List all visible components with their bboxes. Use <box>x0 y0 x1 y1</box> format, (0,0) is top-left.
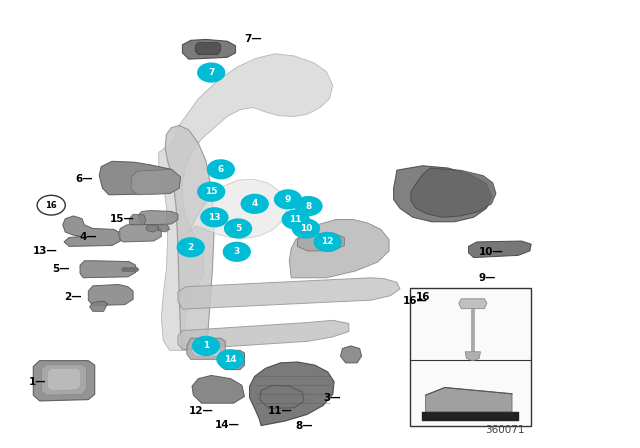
Text: 6: 6 <box>218 165 224 174</box>
Polygon shape <box>465 352 481 361</box>
Polygon shape <box>289 220 389 278</box>
Polygon shape <box>178 320 349 349</box>
Polygon shape <box>298 233 344 251</box>
Text: 16: 16 <box>45 201 57 210</box>
Text: 3: 3 <box>234 247 240 256</box>
Polygon shape <box>468 241 531 258</box>
Text: 2: 2 <box>188 243 194 252</box>
Circle shape <box>292 219 319 238</box>
Circle shape <box>275 190 301 209</box>
Polygon shape <box>250 362 334 426</box>
Polygon shape <box>459 299 487 309</box>
Polygon shape <box>187 338 225 359</box>
Polygon shape <box>192 375 244 403</box>
Text: 14: 14 <box>224 355 237 364</box>
Polygon shape <box>63 216 120 246</box>
Text: 16—: 16— <box>403 296 428 306</box>
Text: 3—: 3— <box>323 393 340 403</box>
Text: 10: 10 <box>300 224 312 233</box>
Text: 5: 5 <box>235 224 241 233</box>
Text: 10—: 10— <box>479 247 504 257</box>
Polygon shape <box>221 350 244 370</box>
Circle shape <box>282 210 309 229</box>
Polygon shape <box>88 284 133 306</box>
Text: 1: 1 <box>203 341 209 350</box>
Circle shape <box>295 197 322 215</box>
FancyBboxPatch shape <box>410 288 531 426</box>
Polygon shape <box>146 225 159 232</box>
Text: 11—: 11— <box>268 406 292 416</box>
Polygon shape <box>178 278 400 309</box>
Polygon shape <box>157 225 170 232</box>
Text: 7—: 7— <box>244 34 262 44</box>
Polygon shape <box>426 388 512 412</box>
Polygon shape <box>195 43 221 55</box>
Text: 8—: 8— <box>296 422 313 431</box>
Circle shape <box>193 336 220 355</box>
Text: 14—: 14— <box>214 420 239 430</box>
Polygon shape <box>159 54 333 350</box>
Circle shape <box>314 233 341 251</box>
Polygon shape <box>394 166 492 222</box>
Text: 1—: 1— <box>29 377 46 387</box>
Polygon shape <box>411 168 496 217</box>
Polygon shape <box>131 169 180 195</box>
Text: 2—: 2— <box>64 292 81 302</box>
Text: 11: 11 <box>289 215 302 224</box>
Text: 8: 8 <box>305 202 312 211</box>
Polygon shape <box>47 368 81 391</box>
Polygon shape <box>129 214 146 225</box>
Polygon shape <box>138 211 178 225</box>
Circle shape <box>207 160 234 179</box>
Polygon shape <box>340 346 362 363</box>
Circle shape <box>37 195 65 215</box>
Text: 6—: 6— <box>76 174 93 184</box>
Circle shape <box>201 208 228 227</box>
Polygon shape <box>90 301 108 311</box>
Polygon shape <box>118 224 161 242</box>
Polygon shape <box>165 125 214 349</box>
Text: 15—: 15— <box>110 214 135 224</box>
Circle shape <box>223 242 250 261</box>
Text: 7: 7 <box>208 68 214 77</box>
Circle shape <box>198 63 225 82</box>
Text: 360071: 360071 <box>485 425 525 435</box>
Text: 9—: 9— <box>479 273 496 283</box>
Polygon shape <box>42 365 86 395</box>
Text: 15: 15 <box>205 187 218 196</box>
Text: 5—: 5— <box>52 264 70 274</box>
Polygon shape <box>182 39 236 59</box>
Polygon shape <box>192 340 221 356</box>
Text: 4: 4 <box>252 199 258 208</box>
Circle shape <box>225 219 252 238</box>
Circle shape <box>241 194 268 213</box>
Text: 12—: 12— <box>189 406 214 416</box>
Circle shape <box>177 238 204 257</box>
Polygon shape <box>189 179 287 238</box>
Polygon shape <box>80 261 136 278</box>
Text: 9: 9 <box>285 195 291 204</box>
Polygon shape <box>260 385 304 409</box>
Text: 12: 12 <box>321 237 334 246</box>
Text: 13—: 13— <box>33 246 58 256</box>
Polygon shape <box>33 361 95 401</box>
Text: 16: 16 <box>416 292 431 302</box>
Circle shape <box>217 350 244 369</box>
Text: 13: 13 <box>208 213 221 222</box>
Text: 4—: 4— <box>80 233 98 242</box>
Polygon shape <box>99 161 180 195</box>
Circle shape <box>198 182 225 201</box>
